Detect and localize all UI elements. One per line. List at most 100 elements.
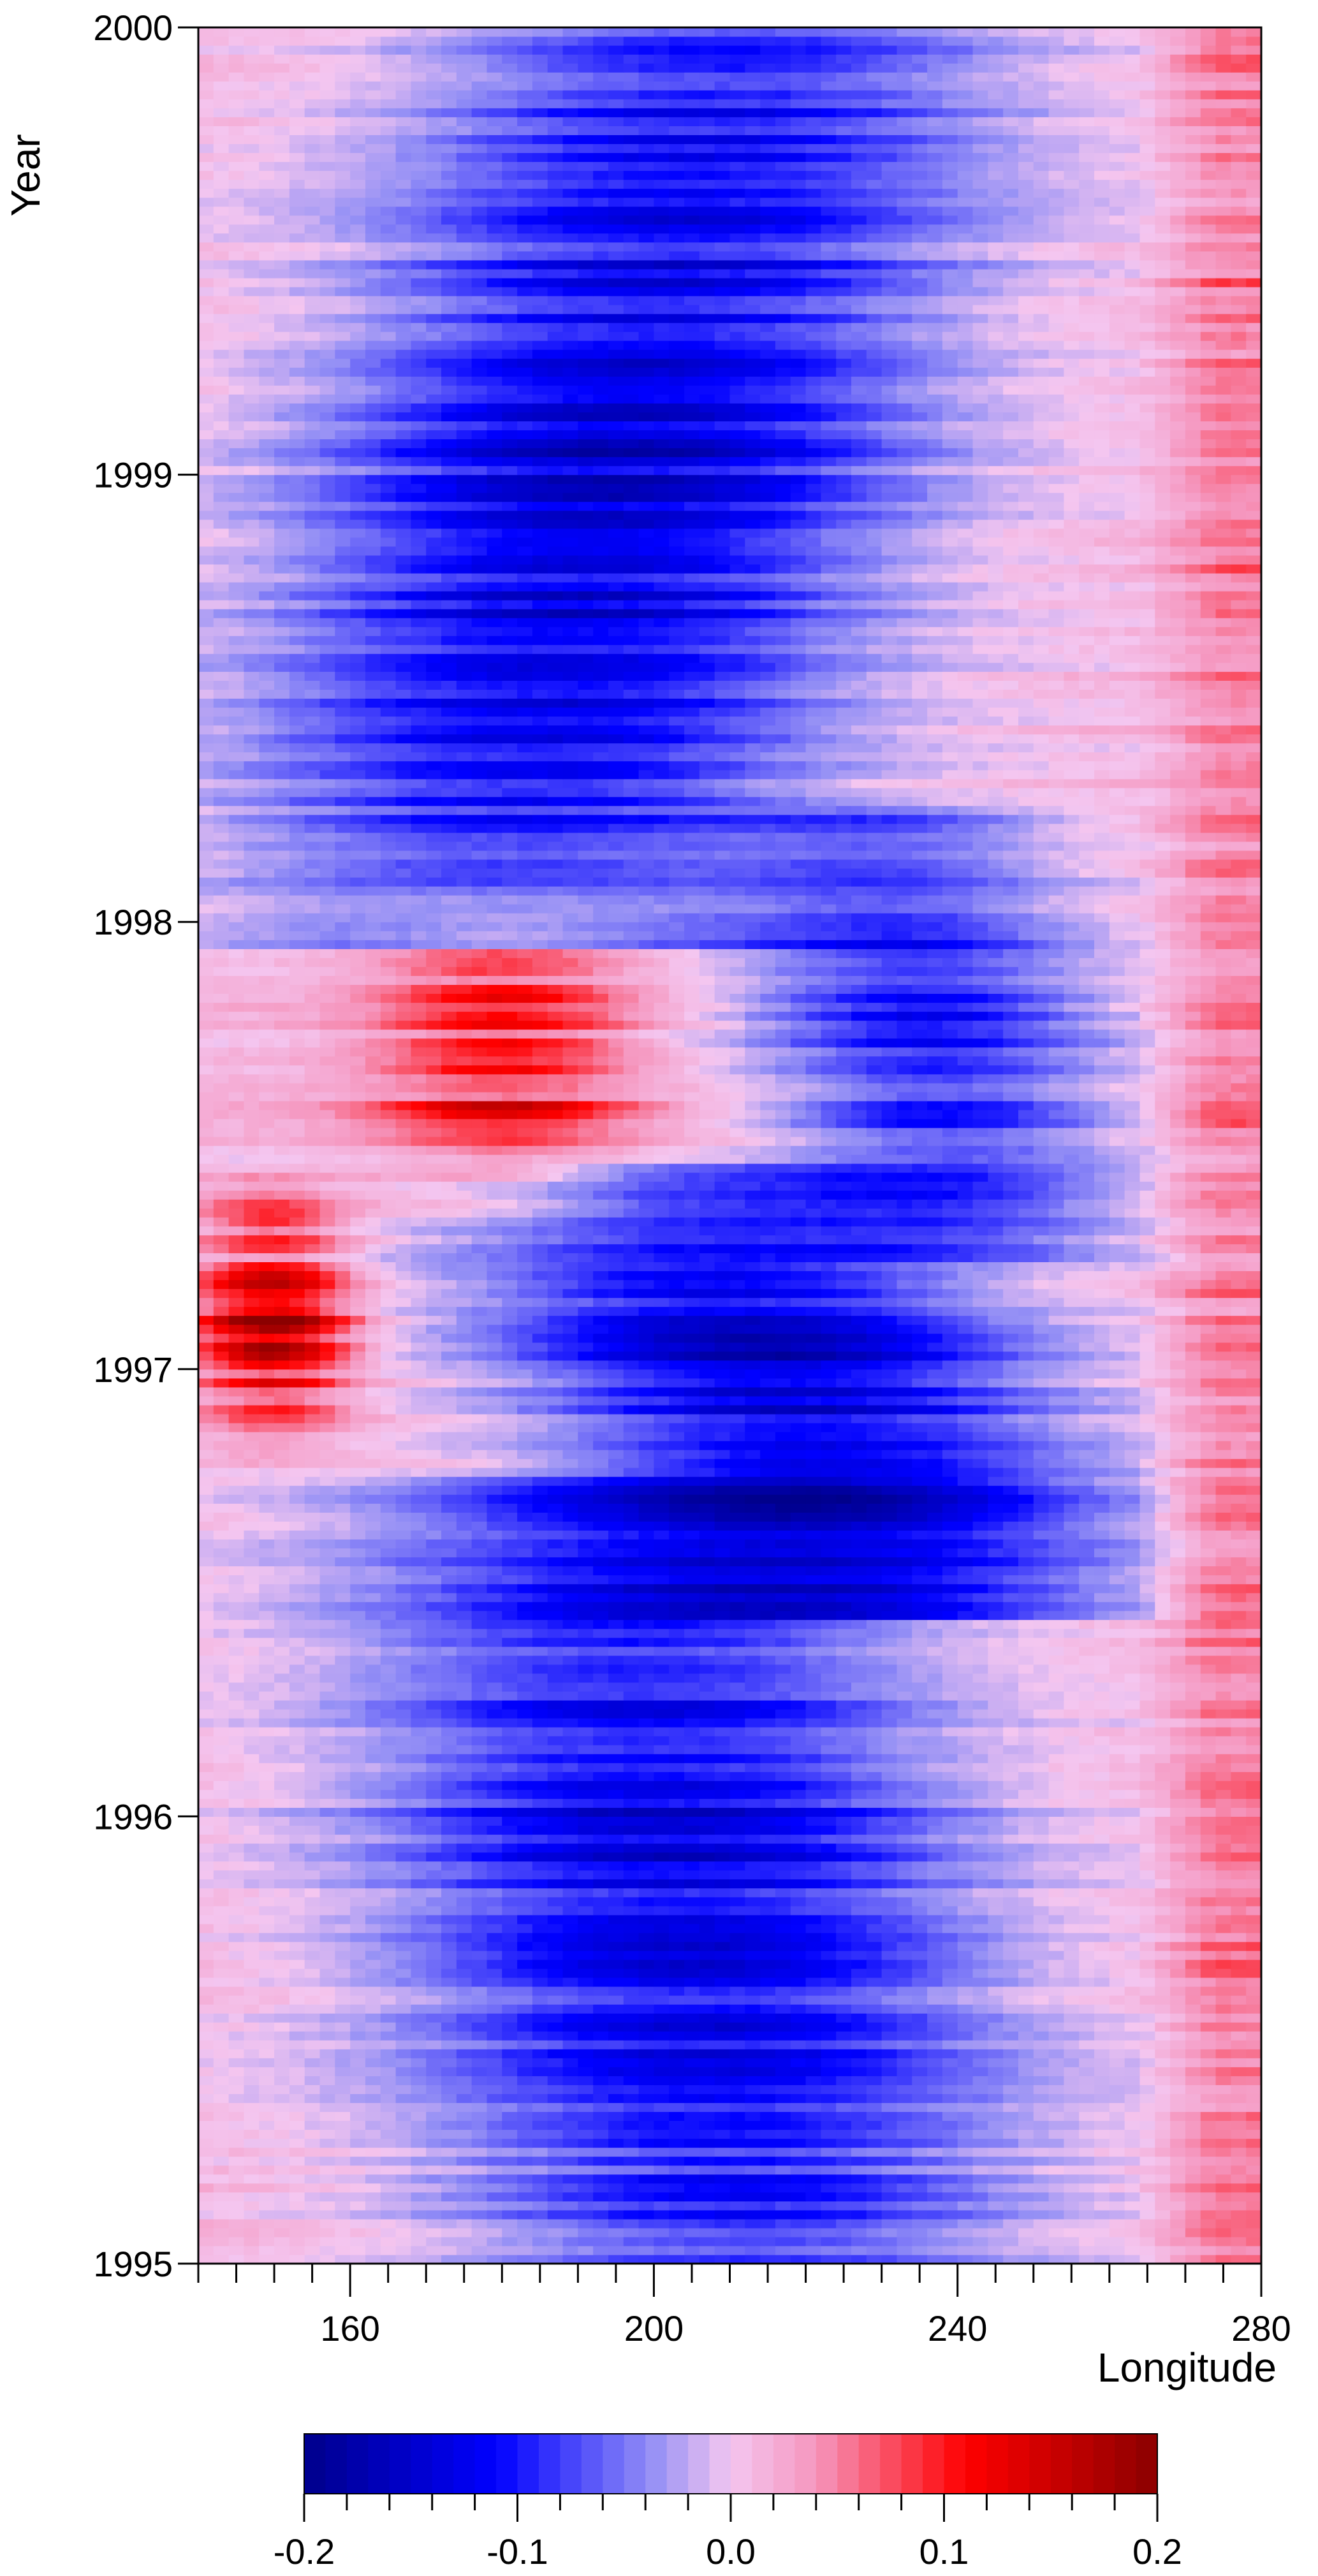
heatmap-cell [319,2138,335,2148]
heatmap-cell [578,1691,594,1701]
heatmap-cell [365,1628,381,1638]
heatmap-cell [790,1754,807,1763]
heatmap-cell [335,2245,351,2255]
heatmap-cell [623,2138,640,2148]
heatmap-cell [274,2254,290,2264]
heatmap-cell [745,1736,761,1745]
heatmap-cell [456,1772,472,1781]
heatmap-cell [198,1763,214,1772]
heatmap-cell [1003,2120,1019,2130]
heatmap-cell [866,1798,882,1808]
heatmap-cell [471,2245,488,2255]
heatmap-cell [319,1763,335,1772]
heatmap-cell [760,1950,776,1960]
heatmap-cell [1246,1950,1262,1960]
heatmap-cell [881,2245,898,2255]
heatmap-cell [669,2201,685,2211]
heatmap-cell [1048,1932,1065,1942]
heatmap-cell [836,2049,852,2058]
heatmap-cell [213,2165,230,2175]
heatmap-cell [578,2093,594,2104]
heatmap-cell [897,2058,912,2067]
heatmap-cell [365,1825,381,1835]
heatmap-cell [897,1843,912,1853]
heatmap-cell [1200,2085,1217,2094]
heatmap-cell [1109,1861,1125,1871]
heatmap-cell [881,1772,898,1781]
heatmap-cell [927,2040,943,2049]
heatmap-cell [1155,1896,1171,1907]
heatmap-cell [1231,2227,1247,2238]
heatmap-cell [805,2022,821,2032]
heatmap-cell [912,2067,928,2076]
heatmap-cell [851,2129,867,2139]
heatmap-cell [1170,2192,1186,2202]
heatmap-cell [684,1888,700,1898]
heatmap-cell [289,1914,305,1925]
heatmap-cell [1246,1968,1262,1978]
heatmap-cell [228,1772,245,1781]
heatmap-cell [244,2120,260,2130]
heatmap-cell [1109,1995,1125,2005]
heatmap-cell [411,1637,427,1647]
heatmap-cell [821,2147,837,2157]
heatmap-cell [1155,1968,1171,1978]
heatmap-cell [669,2236,685,2246]
heatmap-cell [350,1664,366,1674]
heatmap-cell [912,2049,928,2058]
heatmap-cell [1155,1879,1171,1889]
heatmap-cell [821,1816,837,1826]
heatmap-cell [411,1914,427,1925]
heatmap-cell [365,2111,381,2121]
heatmap-cell [1246,1807,1262,1817]
heatmap-cell [593,2183,609,2193]
heatmap-cell [1139,2031,1155,2041]
heatmap-cell [228,1995,245,2005]
heatmap-cell [669,2227,685,2238]
heatmap-cell [684,1923,700,1933]
heatmap-cell [927,2067,943,2076]
heatmap-cell [1018,2156,1034,2166]
heatmap-cell [729,1870,745,1880]
heatmap-cell [957,1950,974,1960]
heatmap-cell [972,1941,988,1951]
heatmap-cell [547,1628,564,1638]
heatmap-cell [411,2209,427,2220]
heatmap-cell [669,2085,685,2094]
heatmap-cell [471,1664,488,1674]
heatmap-cell [836,1745,852,1754]
heatmap-cell [821,1655,837,1665]
heatmap-cell [775,2227,791,2238]
heatmap-cell [866,1789,882,1799]
heatmap-cell [365,1959,381,1969]
heatmap-cell [805,1673,821,1683]
heatmap-cell [441,1718,457,1728]
heatmap-cell [426,1745,442,1754]
heatmap-cell [851,1977,867,1987]
heatmap-cell [1109,2093,1125,2104]
heatmap-cell [775,1718,791,1728]
heatmap-cell [684,1950,700,1960]
heatmap-cell [897,1772,912,1781]
heatmap-cell [1155,2192,1171,2202]
heatmap-cell [729,1745,745,1754]
heatmap-cell [502,1619,518,1629]
heatmap-cell [1155,1834,1171,1844]
heatmap-cell [487,1673,502,1683]
heatmap-cell [1079,2165,1095,2175]
heatmap-cell [714,2013,731,2023]
heatmap-cell [456,2102,472,2113]
heatmap-cell [304,1718,321,1728]
heatmap-cell [942,2129,958,2139]
heatmap-cell [517,2218,533,2229]
heatmap-cell [1124,2111,1141,2121]
heatmap-cell [578,2156,594,2166]
heatmap-cell [972,1673,988,1683]
heatmap-cell [441,1986,457,1996]
heatmap-cell [380,2147,397,2157]
heatmap-cell [1109,1682,1125,1692]
heatmap-cell [304,1950,321,1960]
heatmap-cell [1094,1682,1110,1692]
heatmap-cell [487,1780,502,1790]
heatmap-cell [213,2147,230,2157]
